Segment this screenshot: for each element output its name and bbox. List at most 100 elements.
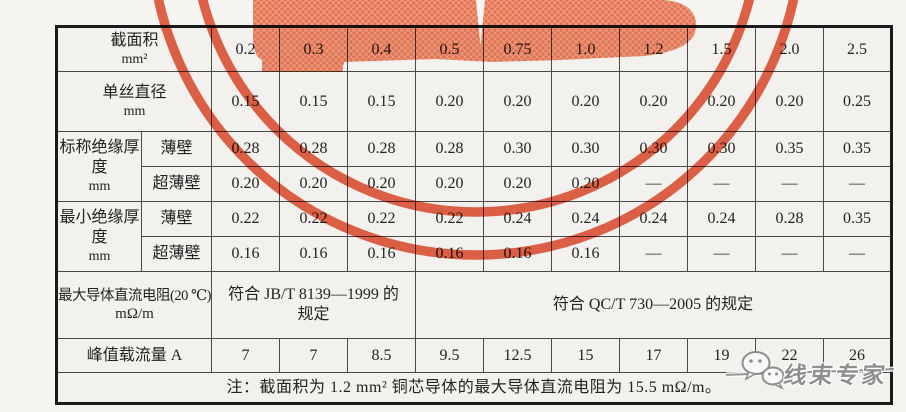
col-header: 2.5 — [823, 26, 893, 72]
qc-standard-cell: 符合 QC/T 730—2005 的规定 — [415, 271, 893, 339]
row-nominal-ultra-thin-wall: 超薄壁 0.20 0.20 0.20 0.20 0.20 0.20 — — — … — [57, 166, 893, 202]
minimum-thickness-label-text: 最小绝缘厚度 — [59, 208, 140, 246]
cell: 17 — [619, 338, 689, 373]
col-header: 1.5 — [687, 26, 757, 72]
cell: 0.16 — [551, 236, 621, 272]
cell: 15 — [551, 338, 621, 373]
cell: 0.24 — [687, 201, 757, 237]
cell: 0.20 — [619, 71, 689, 132]
cell: 22 — [755, 338, 825, 373]
cell: 0.35 — [823, 201, 893, 237]
dc-resistance-unit: mΩ/m — [115, 305, 154, 322]
cell: 0.20 — [415, 166, 485, 202]
cell: 0.15 — [279, 71, 349, 132]
row-minimum-ultra-thin-wall: 超薄壁 0.16 0.16 0.16 0.16 0.16 0.16 — — — … — [57, 236, 893, 272]
cell: 0.20 — [551, 71, 621, 132]
cell: 0.30 — [619, 131, 689, 167]
thin-wall-sublabel: 薄壁 — [140, 131, 213, 167]
cell: 7 — [211, 338, 281, 373]
strand-diameter-label: 单丝直径 mm — [55, 71, 213, 132]
row-minimum-thin-wall: 最小绝缘厚度 mm 薄壁 0.22 0.22 0.22 0.22 0.24 0.… — [56, 201, 893, 272]
col-header: 0.2 — [211, 26, 281, 72]
cell: — — [687, 236, 757, 272]
cross-section-unit: mm² — [121, 51, 148, 67]
cell: 0.15 — [211, 71, 281, 132]
cell: 0.24 — [551, 201, 621, 237]
cell: 0.22 — [415, 201, 485, 237]
strand-diameter-unit: mm — [123, 103, 146, 119]
cell: 0.20 — [755, 71, 825, 132]
cell: 9.5 — [415, 338, 485, 373]
cell: — — [755, 166, 825, 202]
cell: 0.20 — [551, 166, 621, 202]
cell: 0.16 — [483, 236, 553, 272]
cell: 0.24 — [619, 201, 689, 237]
cell: 7 — [279, 338, 349, 373]
cell: 0.15 — [347, 71, 417, 132]
table-note: 注：截面积为 1.2 mm² 铜芯导体的最大导体直流电阻为 15.5 mΩ/m。 — [55, 372, 893, 404]
peak-current-label: 峰值载流量 A — [55, 338, 213, 373]
row-strand-diameter: 单丝直径 mm 0.15 0.15 0.15 0.20 0.20 0.20 0.… — [55, 71, 893, 132]
row-cross-section-header: 截面积 mm² 0.2 0.3 0.4 0.5 0.75 1.0 1.2 1.5… — [55, 26, 893, 72]
cell: 0.25 — [823, 71, 893, 132]
ultra-thin-wall-sublabel: 超薄壁 — [140, 166, 213, 202]
cell: 12.5 — [483, 338, 553, 373]
cell: — — [619, 166, 689, 202]
nominal-thickness-unit: mm — [88, 178, 111, 194]
jb-standard-line1: 符合 JB/T 8139—1999 的 — [228, 286, 399, 303]
dc-resistance-label-text: 最大导体直流电阻(20 ℃) — [58, 287, 212, 304]
cell: 0.16 — [279, 236, 349, 272]
cell: 0.22 — [211, 201, 281, 237]
cell: 0.28 — [347, 131, 417, 167]
cell: 0.16 — [415, 236, 485, 272]
cell: 0.24 — [483, 201, 553, 237]
cell: 0.20 — [687, 71, 757, 132]
cell: 19 — [687, 338, 757, 373]
cell: 0.30 — [687, 131, 757, 167]
cell: 0.20 — [415, 71, 485, 132]
row-peak-current: 峰值载流量 A 7 7 8.5 9.5 12.5 15 17 19 22 26 — [55, 338, 893, 373]
col-header: 0.5 — [415, 26, 485, 72]
minimum-thickness-label: 最小绝缘厚度 mm — [56, 201, 142, 272]
thin-wall-sublabel: 薄壁 — [140, 201, 213, 237]
cell: 0.35 — [823, 131, 893, 167]
nominal-thickness-label-text: 标称绝缘厚度 — [59, 138, 140, 176]
cell: 0.16 — [347, 236, 417, 272]
cell: 0.28 — [211, 131, 281, 167]
cell: — — [755, 236, 825, 272]
cell: 0.20 — [211, 166, 281, 202]
cross-section-label: 截面积 mm² — [55, 26, 213, 72]
col-header: 1.2 — [619, 26, 689, 72]
cell: 8.5 — [347, 338, 417, 373]
cell: 0.20 — [279, 166, 349, 202]
ultra-thin-wall-sublabel: 超薄壁 — [140, 236, 213, 272]
cell: — — [823, 236, 893, 272]
dc-resistance-label: 最大导体直流电阻(20 ℃) mΩ/m — [55, 271, 213, 339]
cell: 0.20 — [347, 166, 417, 202]
cell: 0.28 — [279, 131, 349, 167]
cell: 0.28 — [415, 131, 485, 167]
cell: 0.22 — [347, 201, 417, 237]
col-header: 0.3 — [279, 26, 349, 72]
cell: 0.30 — [551, 131, 621, 167]
col-header: 1.0 — [551, 26, 621, 72]
col-header: 2.0 — [755, 26, 825, 72]
cell: 0.35 — [755, 131, 825, 167]
cell: 26 — [823, 338, 893, 373]
cross-section-label-text: 截面积 — [110, 31, 159, 49]
cell: — — [823, 166, 893, 202]
strand-diameter-label-text: 单丝直径 — [102, 83, 167, 101]
cell: 0.16 — [211, 236, 281, 272]
cell: 0.22 — [279, 201, 349, 237]
cell: 0.28 — [755, 201, 825, 237]
row-nominal-thin-wall: 标称绝缘厚度 mm 薄壁 0.28 0.28 0.28 0.28 0.30 0.… — [56, 131, 893, 202]
row-dc-resistance: 最大导体直流电阻(20 ℃) mΩ/m 符合 JB/T 8139—1999 的 … — [55, 271, 893, 339]
cell: — — [687, 166, 757, 202]
cell: 0.20 — [483, 166, 553, 202]
cell: 0.30 — [483, 131, 553, 167]
jb-standard-cell: 符合 JB/T 8139—1999 的 规定 — [211, 271, 417, 339]
cell: — — [619, 236, 689, 272]
cell: 0.20 — [483, 71, 553, 132]
jb-standard-line2: 规定 — [297, 306, 330, 323]
